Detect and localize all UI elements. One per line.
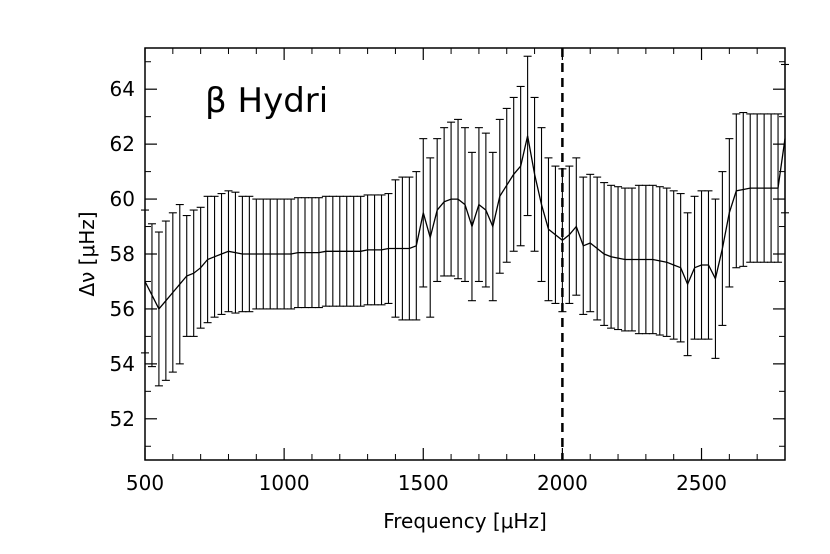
y-tick-label: 54 (110, 352, 135, 376)
plot-annotation: β Hydri (205, 81, 328, 121)
y-tick-label: 64 (110, 77, 135, 101)
x-axis-label: Frequency [μHz] (383, 509, 547, 533)
x-tick-label: 2500 (676, 471, 727, 495)
tick-labels: 500 1000 1500 2000 2500 52 54 56 58 60 62 64 (110, 77, 727, 495)
series-line (144, 135, 786, 311)
x-tick-label: 500 (126, 471, 164, 495)
x-tick-label: 1000 (259, 471, 310, 495)
y-tick-label: 58 (110, 242, 135, 266)
x-tick-label: 2000 (537, 471, 588, 495)
y-tick-label: 62 (110, 132, 135, 156)
y-tick-label: 56 (110, 297, 135, 321)
y-axis-label: Δν [μHz] (75, 211, 99, 296)
plot-frame (144, 47, 786, 461)
y-tick-label: 60 (110, 187, 135, 211)
x-tick-label: 1500 (398, 471, 449, 495)
y-tick-label: 52 (110, 407, 135, 431)
axis-ticks (144, 48, 786, 460)
